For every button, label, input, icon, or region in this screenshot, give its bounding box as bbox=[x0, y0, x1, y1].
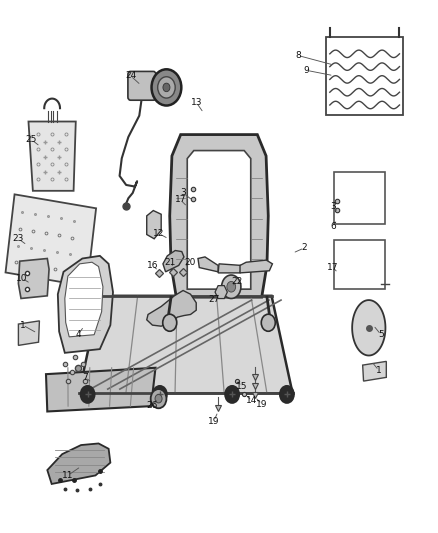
Text: 21: 21 bbox=[164, 258, 176, 266]
Polygon shape bbox=[46, 368, 155, 411]
Text: 8: 8 bbox=[295, 51, 301, 60]
Polygon shape bbox=[79, 296, 293, 393]
Text: 27: 27 bbox=[208, 295, 219, 304]
Circle shape bbox=[81, 386, 95, 403]
Polygon shape bbox=[28, 122, 76, 191]
Text: 23: 23 bbox=[13, 235, 24, 243]
Text: 6: 6 bbox=[330, 222, 336, 231]
Text: 3: 3 bbox=[180, 189, 186, 197]
Polygon shape bbox=[363, 361, 386, 381]
Circle shape bbox=[162, 314, 177, 331]
Polygon shape bbox=[163, 251, 184, 272]
Polygon shape bbox=[58, 256, 113, 353]
Text: 3: 3 bbox=[330, 203, 336, 211]
Text: 25: 25 bbox=[26, 135, 37, 144]
Polygon shape bbox=[18, 321, 39, 345]
Polygon shape bbox=[6, 195, 96, 286]
Text: 4: 4 bbox=[75, 330, 81, 339]
Text: 14: 14 bbox=[246, 397, 258, 405]
Text: 24: 24 bbox=[125, 71, 136, 80]
Polygon shape bbox=[147, 290, 196, 326]
Bar bbox=[334, 172, 385, 224]
Text: 20: 20 bbox=[185, 258, 196, 266]
Polygon shape bbox=[215, 286, 227, 298]
Bar bbox=[334, 240, 385, 289]
Text: 17: 17 bbox=[175, 196, 186, 204]
Text: 10: 10 bbox=[16, 274, 28, 282]
Circle shape bbox=[151, 389, 166, 408]
Text: 16: 16 bbox=[147, 261, 158, 270]
Text: 26: 26 bbox=[147, 401, 158, 409]
Circle shape bbox=[261, 314, 275, 331]
FancyBboxPatch shape bbox=[128, 71, 156, 100]
Text: 5: 5 bbox=[378, 330, 384, 339]
Text: 2: 2 bbox=[302, 244, 307, 252]
Text: 22: 22 bbox=[232, 277, 243, 286]
Circle shape bbox=[153, 386, 167, 403]
Polygon shape bbox=[47, 443, 110, 484]
Text: 11: 11 bbox=[62, 471, 74, 480]
Polygon shape bbox=[187, 151, 251, 289]
Circle shape bbox=[280, 386, 294, 403]
Bar bbox=[326, 37, 403, 115]
Text: 15: 15 bbox=[236, 382, 247, 391]
Polygon shape bbox=[198, 257, 218, 272]
Text: 13: 13 bbox=[191, 98, 202, 107]
Circle shape bbox=[225, 386, 239, 403]
Text: 9: 9 bbox=[304, 66, 310, 75]
Text: 1: 1 bbox=[20, 321, 26, 329]
Polygon shape bbox=[240, 260, 272, 273]
Text: 7: 7 bbox=[82, 373, 88, 382]
Circle shape bbox=[163, 83, 170, 92]
Circle shape bbox=[222, 275, 241, 298]
Text: 19: 19 bbox=[208, 417, 219, 425]
Circle shape bbox=[155, 394, 162, 403]
Text: 19: 19 bbox=[256, 400, 268, 408]
Polygon shape bbox=[147, 211, 161, 239]
Polygon shape bbox=[218, 264, 242, 273]
Polygon shape bbox=[170, 135, 268, 297]
Circle shape bbox=[227, 281, 236, 292]
Circle shape bbox=[158, 77, 175, 98]
Circle shape bbox=[152, 69, 181, 106]
Text: 17: 17 bbox=[327, 263, 339, 272]
Text: 1: 1 bbox=[376, 366, 382, 375]
Polygon shape bbox=[18, 259, 49, 298]
Text: 12: 12 bbox=[153, 229, 164, 238]
Polygon shape bbox=[352, 300, 385, 356]
Polygon shape bbox=[65, 262, 103, 337]
